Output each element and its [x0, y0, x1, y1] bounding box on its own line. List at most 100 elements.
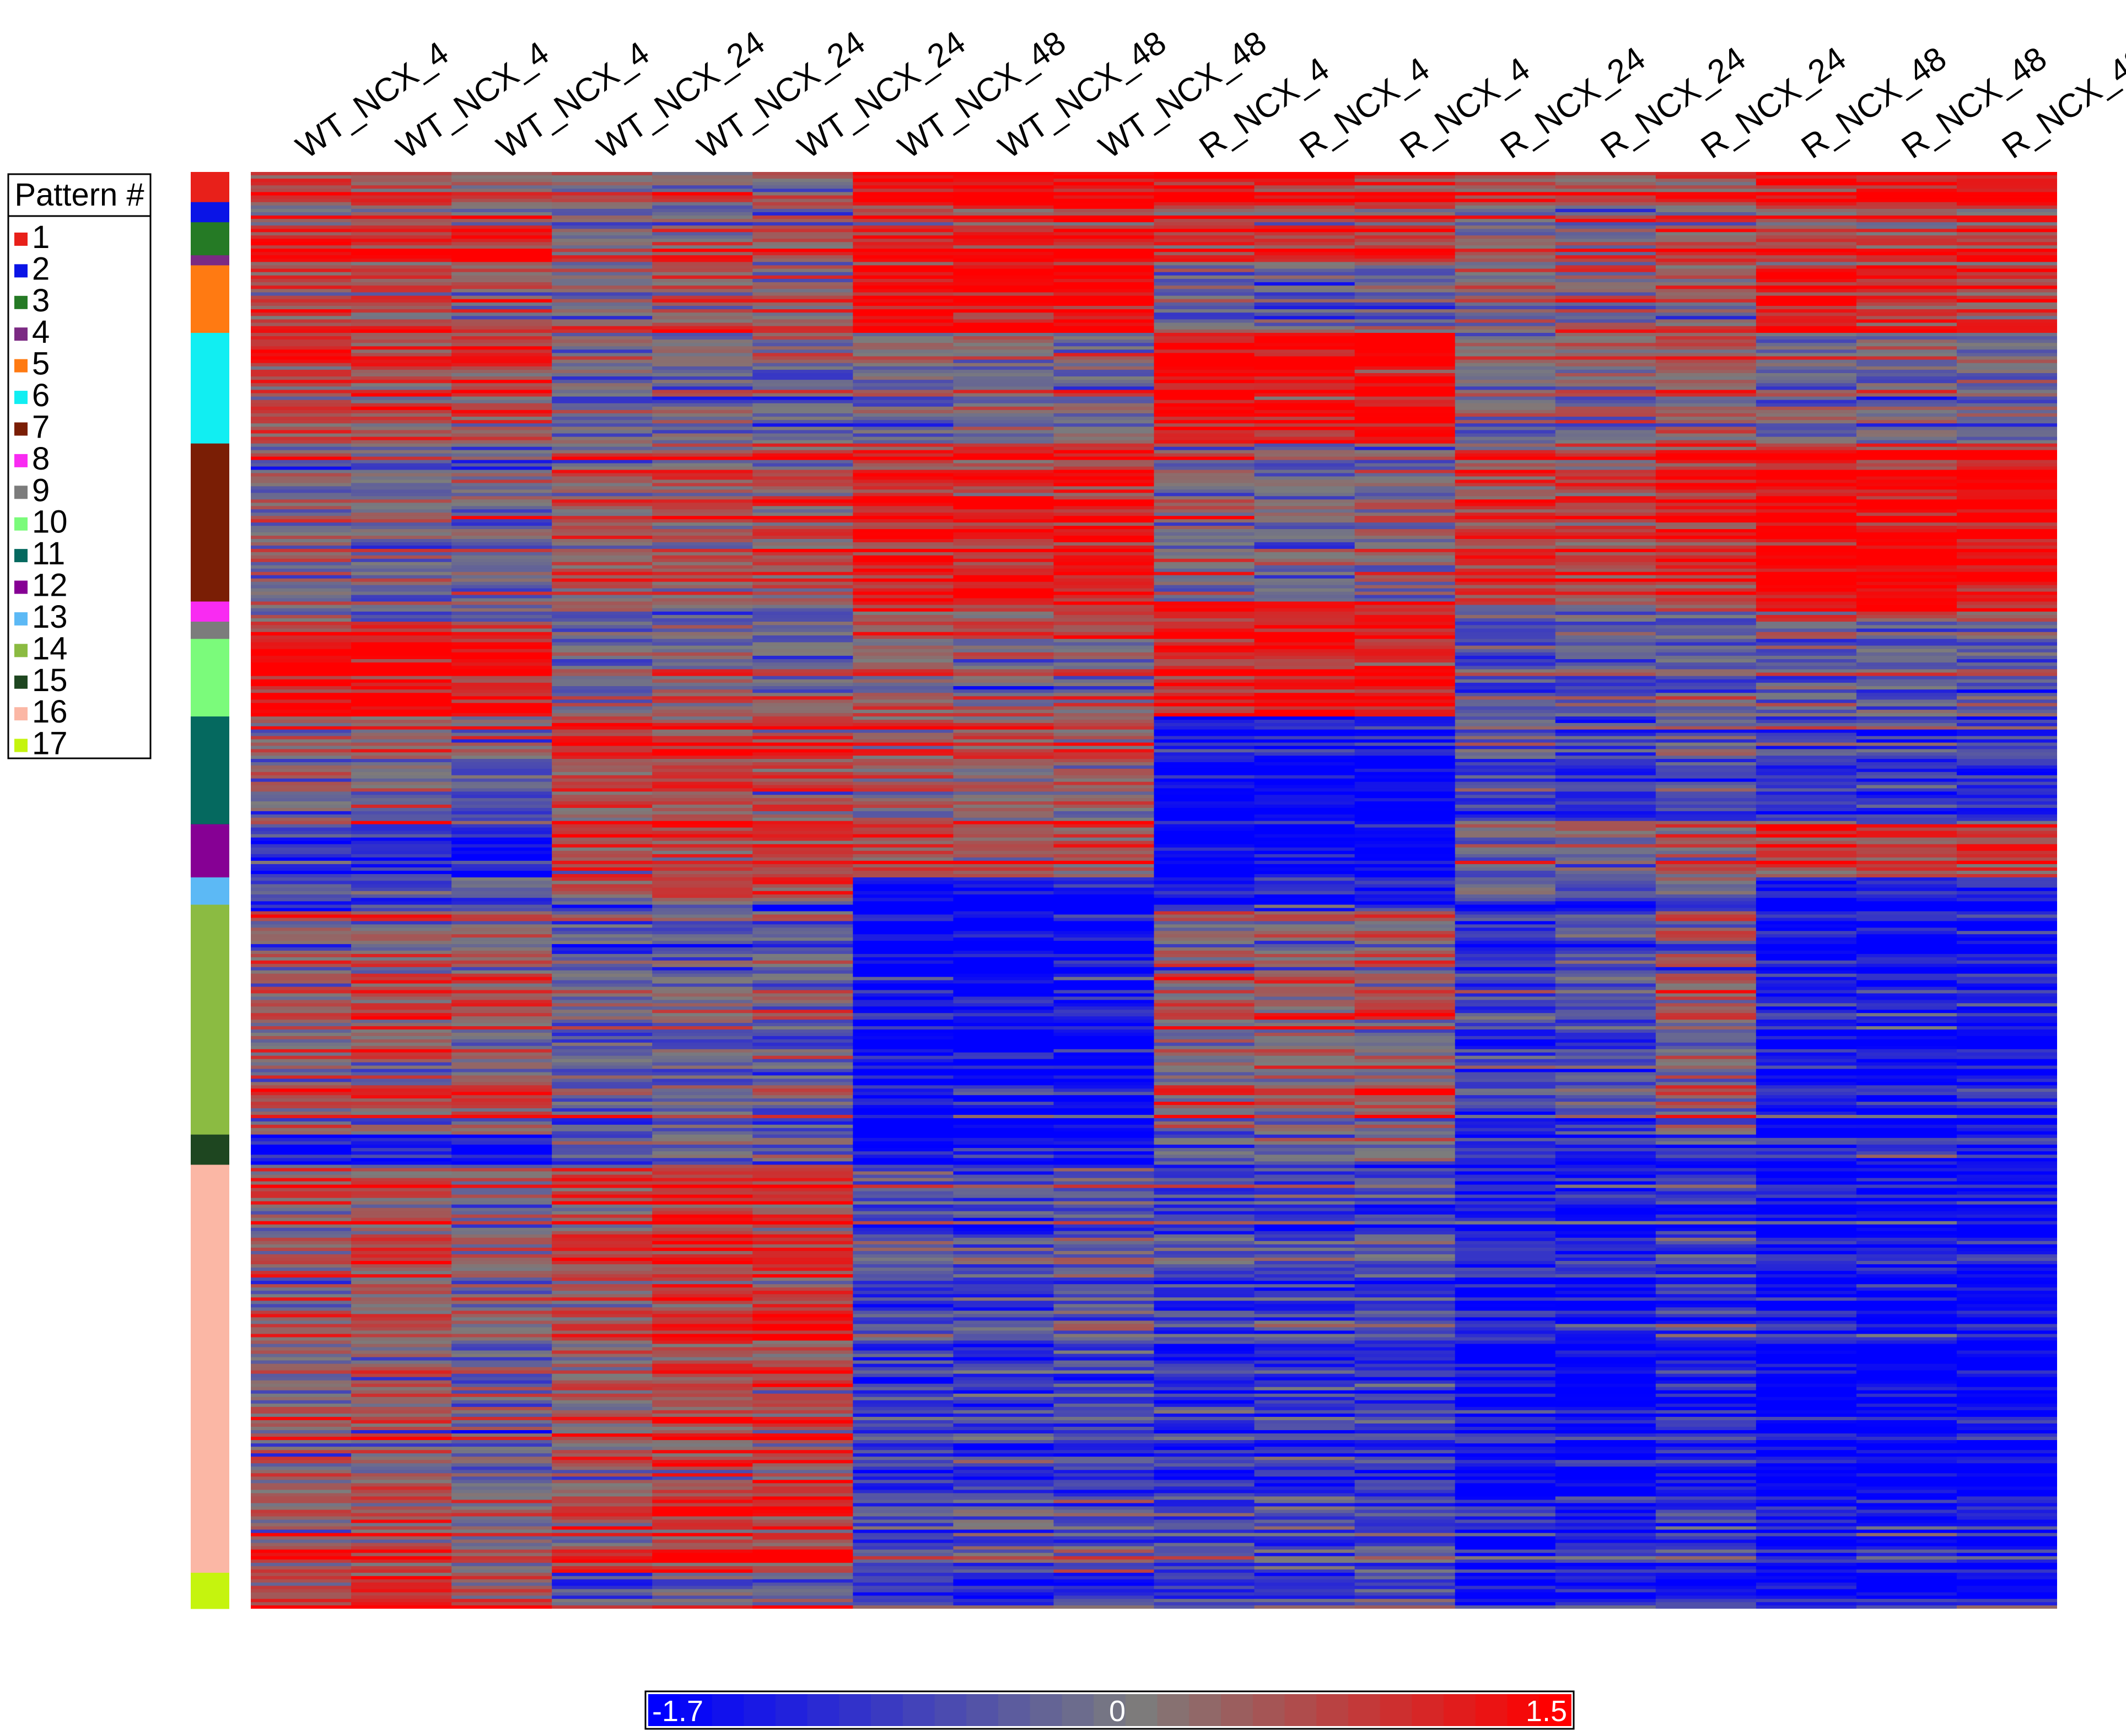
heatmap-cell: [1354, 898, 1456, 902]
heatmap-cell: [1254, 336, 1355, 340]
heatmap-cell: [251, 944, 352, 948]
heatmap-cell: [1655, 860, 1757, 865]
heatmap-cell: [1354, 618, 1456, 622]
pattern-segment: [191, 639, 229, 717]
heatmap-cell: [1555, 781, 1656, 786]
heatmap-cell: [953, 292, 1054, 296]
heatmap-cell: [1555, 242, 1656, 246]
heatmap-cell: [1756, 601, 1857, 606]
heatmap-cell: [1254, 292, 1355, 296]
heatmap-cell: [953, 993, 1054, 998]
heatmap-cell: [1756, 635, 1857, 639]
heatmap-cell: [752, 225, 853, 229]
heatmap-cell: [1756, 756, 1857, 759]
heatmap-cell: [1053, 470, 1155, 474]
heatmap-cell: [1455, 470, 1556, 474]
heatmap-cell: [1655, 427, 1757, 430]
heatmap-cell: [752, 1016, 853, 1020]
heatmap-cell: [351, 403, 452, 407]
heatmap-cell: [1655, 532, 1757, 536]
heatmap-cell: [251, 205, 352, 209]
heatmap-cell: [351, 1036, 452, 1040]
heatmap-cell: [251, 898, 352, 902]
heatmap-cell: [251, 420, 352, 424]
heatmap-cell: [351, 857, 452, 861]
heatmap-cell: [1455, 363, 1556, 367]
heatmap-cell: [1555, 1010, 1656, 1013]
heatmap-cell: [1154, 409, 1255, 414]
heatmap-cell: [1254, 420, 1355, 424]
heatmap-cell: [552, 433, 653, 438]
heatmap-cell: [1856, 393, 1957, 397]
heatmap-cell: [451, 983, 552, 988]
heatmap-cell: [1354, 817, 1456, 822]
heatmap-cell: [1455, 299, 1556, 303]
heatmap-cell: [451, 295, 552, 300]
heatmap-cell: [251, 326, 352, 330]
heatmap-cell: [1354, 463, 1456, 467]
heatmap-cell: [1555, 265, 1656, 269]
heatmap-cell: [1154, 513, 1255, 516]
legend-label: 14: [32, 630, 68, 666]
heatmap-cell: [752, 713, 853, 717]
heatmap-cell: [1354, 666, 1456, 670]
heatmap-cell: [1555, 699, 1656, 704]
heatmap-cell: [1655, 768, 1757, 773]
heatmap-cell: [1354, 316, 1456, 320]
heatmap-cell: [1254, 353, 1355, 357]
heatmap-cell: [552, 509, 653, 513]
heatmap-cell: [1254, 519, 1355, 523]
heatmap-cell: [552, 963, 653, 968]
heatmap-cell: [552, 659, 653, 663]
heatmap-cell: [1254, 219, 1355, 223]
heatmap-cell: [1756, 887, 1857, 892]
heatmap-cell: [1756, 219, 1857, 223]
heatmap-cell: [1956, 1020, 2057, 1023]
legend-swatch: [14, 327, 28, 341]
heatmap-cell: [1655, 591, 1757, 596]
heatmap-cell: [1956, 275, 2057, 279]
heatmap-cell: [1655, 552, 1757, 556]
heatmap-cell: [1354, 762, 1456, 766]
heatmap-cell: [1655, 669, 1757, 673]
heatmap-cell: [1254, 282, 1355, 286]
heatmap-cell: [1154, 898, 1255, 902]
heatmap-cell: [351, 249, 452, 252]
heatmap-cell: [1254, 768, 1355, 773]
heatmap-cell: [1053, 689, 1155, 693]
heatmap-cell: [1154, 578, 1255, 583]
heatmap-cell: [853, 614, 954, 619]
heatmap-cell: [1154, 400, 1255, 404]
heatmap-cell: [552, 545, 653, 549]
heatmap-cell: [1756, 611, 1857, 616]
heatmap-cell: [451, 944, 552, 948]
heatmap-cell: [1655, 1059, 1757, 1063]
heatmap-cell: [1555, 1006, 1656, 1010]
heatmap-cell: [251, 867, 352, 871]
heatmap-cell: [451, 326, 552, 330]
heatmap-cell: [1856, 268, 1957, 273]
heatmap-cell: [1154, 693, 1255, 697]
heatmap-cell: [1254, 898, 1355, 902]
heatmap-cell: [451, 249, 552, 252]
heatmap-cell: [552, 376, 653, 380]
heatmap-cell: [1555, 369, 1656, 374]
heatmap-cell: [752, 732, 853, 737]
heatmap-cell: [1756, 713, 1857, 717]
heatmap-cell: [1856, 844, 1957, 848]
heatmap-cell: [1756, 867, 1857, 871]
heatmap-cell: [1856, 811, 1957, 815]
heatmap-cell: [953, 353, 1054, 357]
heatmap-cell: [1254, 278, 1355, 283]
heatmap-cell: [1555, 509, 1656, 513]
heatmap-cell: [1756, 316, 1857, 320]
heatmap-cell: [1655, 188, 1757, 193]
heatmap-cell: [1354, 466, 1456, 471]
heatmap-cell: [652, 1032, 753, 1037]
heatmap-cell: [953, 386, 1054, 390]
heatmap-cell: [1856, 676, 1957, 680]
heatmap-cell: [1856, 272, 1957, 276]
heatmap-cell: [1053, 834, 1155, 838]
heatmap-cell: [1655, 403, 1757, 407]
heatmap-cell: [853, 950, 954, 955]
